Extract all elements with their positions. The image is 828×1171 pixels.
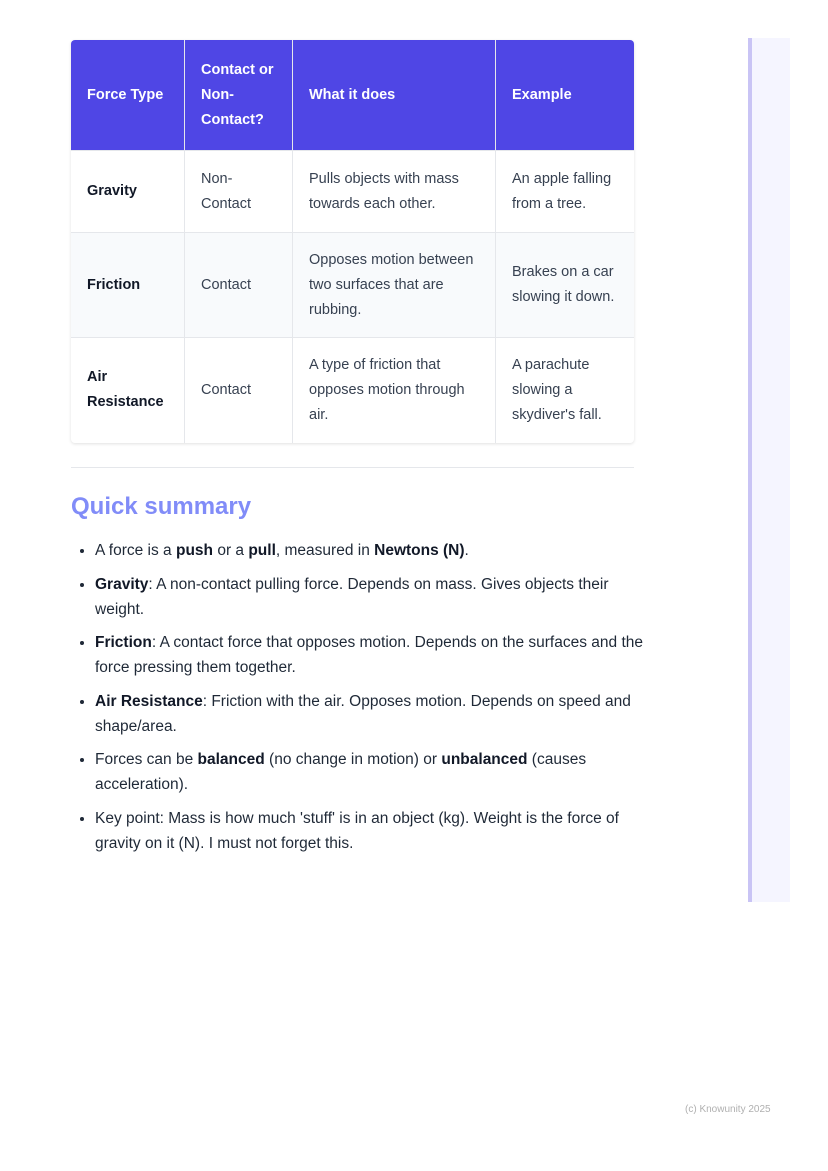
cell-example: An apple falling from a tree. [495, 150, 634, 233]
text-segment: A force is a [95, 542, 176, 559]
bold-term: Friction [95, 634, 152, 651]
side-panel [748, 38, 790, 902]
forces-table: Force Type Contact or Non-Contact? What … [71, 40, 634, 443]
table-row: Air Resistance Contact A type of frictio… [71, 337, 634, 443]
bold-term: pull [248, 542, 276, 559]
text-segment: , measured in [275, 542, 375, 559]
bold-term: Air Resistance [95, 692, 203, 710]
header-example: Example [495, 40, 634, 151]
cell-force: Friction [71, 232, 185, 338]
summary-heading: Quick summary [71, 493, 252, 520]
cell-does: A type of friction that opposes motion t… [292, 337, 496, 443]
header-contact: Contact or Non-Contact? [184, 40, 293, 151]
bold-term: unbalanced [441, 751, 528, 768]
text-segment: or a [213, 542, 249, 559]
summary-list: A force is a push or a pull, measured in… [71, 538, 660, 864]
text-segment: : A non-contact pulling force. Depends o… [95, 575, 609, 618]
table-header-row: Force Type Contact or Non-Contact? What … [71, 40, 634, 151]
header-force-type: Force Type [71, 40, 185, 151]
cell-example: A parachute slowing a skydiver's fall. [495, 337, 634, 443]
cell-force: Air Resistance [71, 337, 185, 443]
text-segment: . [464, 542, 469, 559]
table-row: Gravity Non-Contact Pulls objects with m… [71, 150, 634, 233]
summary-item: Forces can be balanced (no change in mot… [95, 747, 660, 797]
summary-item: Friction: A contact force that opposes m… [95, 630, 660, 680]
bold-term: push [175, 542, 214, 559]
header-what-it-does: What it does [292, 40, 496, 151]
divider [71, 467, 634, 468]
footer-copyright: (c) Knowunity 2025 [685, 1104, 771, 1115]
summary-item: Key point: Mass is how much 'stuff' is i… [95, 806, 660, 856]
text-segment: (causes acceleration). [95, 751, 587, 793]
cell-does: Opposes motion between two surfaces that… [292, 232, 496, 338]
text-segment: : Friction with the air. Opposes motion.… [95, 692, 631, 735]
cell-contact: Contact [184, 232, 293, 338]
text-segment: (no change in motion) or [264, 751, 442, 768]
summary-item: Air Resistance: Friction with the air. O… [95, 689, 660, 739]
bold-term: balanced [197, 751, 265, 768]
bold-term: Newtons (N) [374, 542, 465, 559]
table-row: Friction Contact Opposes motion between … [71, 232, 634, 338]
cell-example: Brakes on a car slowing it down. [495, 232, 634, 338]
summary-item: A force is a push or a pull, measured in… [95, 538, 660, 563]
text-segment: Key point: Mass is how much 'stuff' is i… [95, 809, 619, 852]
cell-contact: Contact [184, 337, 293, 443]
text-segment: : A contact force that opposes motion. D… [95, 634, 643, 676]
summary-item: Gravity: A non-contact pulling force. De… [95, 572, 660, 622]
bold-term: Gravity [95, 575, 149, 593]
text-segment: Forces can be [95, 751, 198, 768]
cell-force: Gravity [71, 150, 185, 233]
cell-contact: Non-Contact [184, 150, 293, 233]
cell-does: Pulls objects with mass towards each oth… [292, 150, 496, 233]
